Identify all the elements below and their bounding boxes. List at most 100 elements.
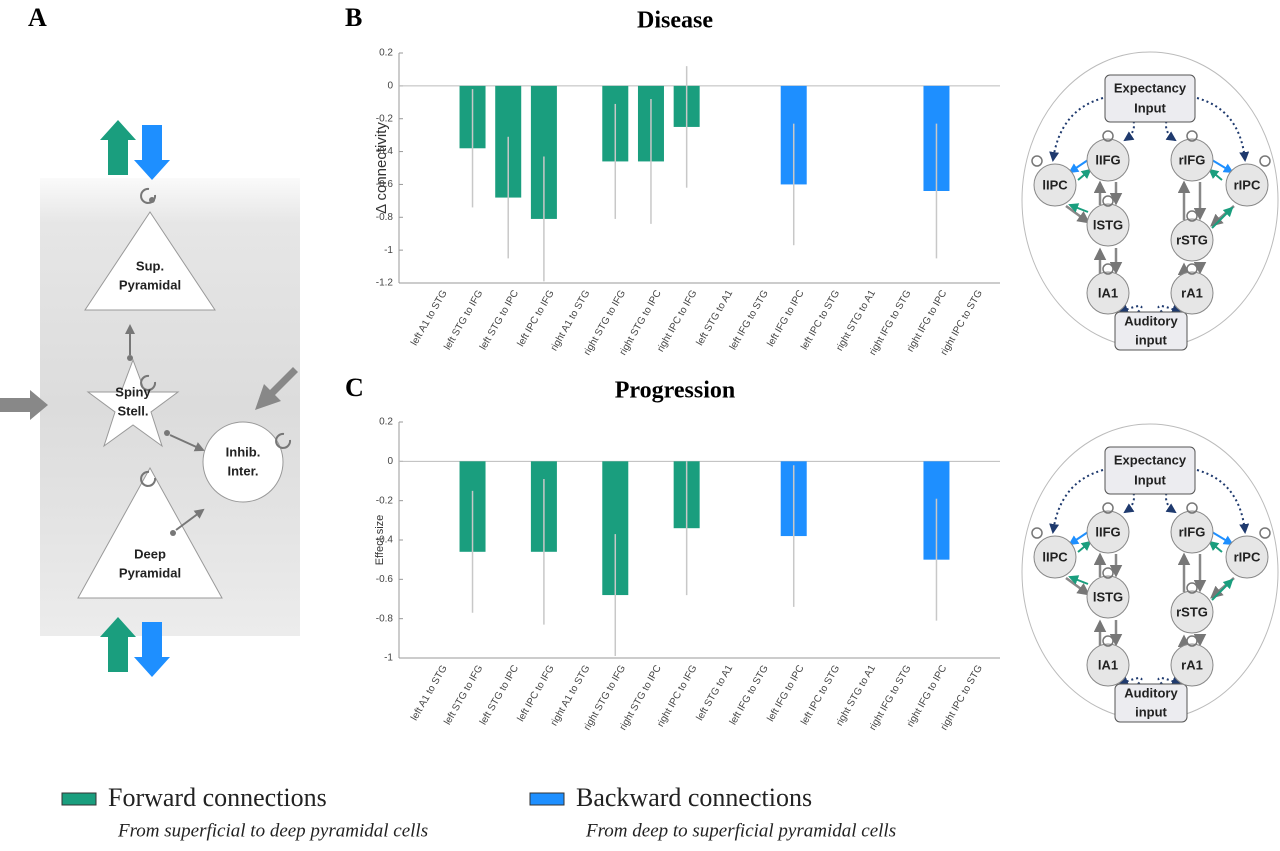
y-tick-label: -0.6 [376, 574, 394, 585]
input-box [1114, 683, 1188, 723]
cell-label: Pyramidal [119, 277, 181, 292]
x-tick-label: left IFG to STG [728, 663, 771, 727]
node-label: rA1 [1181, 285, 1203, 300]
y-tick-label: -0.8 [376, 212, 394, 223]
connection [1208, 540, 1223, 553]
self-loop [1186, 502, 1198, 514]
input-label: Input [1134, 472, 1166, 487]
self-loop [1102, 130, 1114, 142]
cell-label: Sup. [136, 258, 164, 273]
connection [1123, 111, 1135, 142]
y-tick-label: -0.8 [376, 613, 394, 624]
input-box [1114, 311, 1188, 351]
input-label: input [1135, 332, 1167, 347]
y-tick-label: 0.2 [379, 417, 393, 428]
self-loop [1031, 155, 1043, 167]
connection [1165, 483, 1177, 514]
node [1086, 510, 1130, 554]
chart-title: Disease [637, 8, 713, 34]
connection [1196, 97, 1250, 162]
x-tick-label: left IFG to IPC [765, 288, 806, 348]
self-loop [1186, 582, 1198, 594]
y-tick-label: -0.2 [376, 113, 394, 124]
legend-label: Forward connections [108, 783, 327, 812]
node-label: lA1 [1098, 657, 1118, 672]
y-tick-label: -0.2 [376, 495, 394, 506]
connection [1049, 97, 1104, 162]
connection [1211, 578, 1234, 601]
cell-label: Inhib. [226, 444, 261, 459]
y-tick-label: -0.4 [376, 146, 394, 157]
legend-swatch [529, 792, 565, 806]
node [1170, 271, 1214, 315]
node [1170, 643, 1214, 687]
self-loop [1259, 527, 1271, 539]
y-axis-label: Effect size [374, 515, 386, 566]
self-loop [1102, 263, 1114, 275]
y-tick-label: -0.4 [376, 535, 394, 546]
connection [1208, 168, 1223, 181]
node [1170, 218, 1214, 262]
y-tick-label: 0 [387, 80, 393, 91]
node [1086, 271, 1130, 315]
connection [1196, 469, 1250, 534]
y-tick-label: -1.2 [376, 278, 394, 289]
node [1086, 203, 1130, 247]
chart: Disease Δ connectivity -1.2 -1 -0.8 -0.6 -0.4 -… [373, 8, 1000, 357]
panel-label: B [345, 3, 362, 32]
self-loop [1102, 635, 1114, 647]
x-tick-label: left STG to A1 [695, 663, 736, 723]
node-label: rSTG [1176, 232, 1208, 247]
x-tick-label: left IPC to IFG [516, 663, 557, 724]
connection [1077, 168, 1092, 181]
network-diagram: Expectancy Input Auditory input lIFG rIFG lIPC… [1021, 51, 1279, 351]
node-label: lIPC [1042, 177, 1068, 192]
network-diagram: Expectancy Input Auditory input lIFG rIFG lIPC… [1021, 423, 1279, 723]
connection [1077, 540, 1092, 553]
node-label: lIFG [1095, 524, 1120, 539]
node-label: lIPC [1042, 549, 1068, 564]
self-loop [1102, 502, 1114, 514]
node-label: rIFG [1179, 524, 1206, 539]
self-loop [1102, 567, 1114, 579]
chart: Progression Effect size -1 -0.8 -0.6 -0.4 -0.2… [374, 378, 1000, 732]
y-tick-label: -1 [384, 653, 393, 664]
self-loop [1186, 263, 1198, 275]
cell-label: Deep [134, 546, 166, 561]
connection [1068, 203, 1089, 213]
node [1033, 163, 1077, 207]
connection [1068, 159, 1089, 174]
x-tick-label: left IPC to IFG [516, 288, 557, 349]
cell-label: Pyramidal [119, 565, 181, 580]
input-box [1104, 74, 1196, 123]
x-tick-label: left IPC to STG [799, 288, 842, 352]
node-label: rSTG [1176, 604, 1208, 619]
x-tick-label: left STG to A1 [695, 288, 736, 348]
self-loop [1186, 130, 1198, 142]
node [1225, 535, 1269, 579]
x-tick-label: left STG to IFG [442, 663, 485, 727]
x-tick-label: left STG to IFG [442, 288, 485, 352]
x-tick-label: left IFG to STG [728, 288, 771, 352]
input-box [1104, 446, 1196, 495]
panel-label: A [28, 3, 47, 32]
connection [1123, 483, 1135, 514]
x-tick-label: left IPC to STG [799, 663, 842, 727]
connection [1211, 531, 1234, 546]
node-label: lSTG [1093, 589, 1123, 604]
connection [1165, 111, 1177, 142]
node-label: rIPC [1234, 177, 1261, 192]
x-tick-label: left STG to IPC [478, 663, 521, 727]
x-tick-label: left IFG to IPC [765, 663, 806, 723]
cell-label: Inter. [227, 463, 258, 478]
connection [1211, 159, 1234, 174]
connection [1049, 469, 1104, 534]
y-tick-label: -0.6 [376, 179, 394, 190]
self-loop [1186, 210, 1198, 222]
x-tick-label: left A1 to STG [409, 663, 450, 723]
input-label: Auditory [1124, 313, 1178, 328]
node-label: lSTG [1093, 217, 1123, 232]
input-label: Input [1134, 100, 1166, 115]
self-loop [1186, 635, 1198, 647]
legend-description: From deep to superficial pyramidal cells [585, 820, 896, 841]
